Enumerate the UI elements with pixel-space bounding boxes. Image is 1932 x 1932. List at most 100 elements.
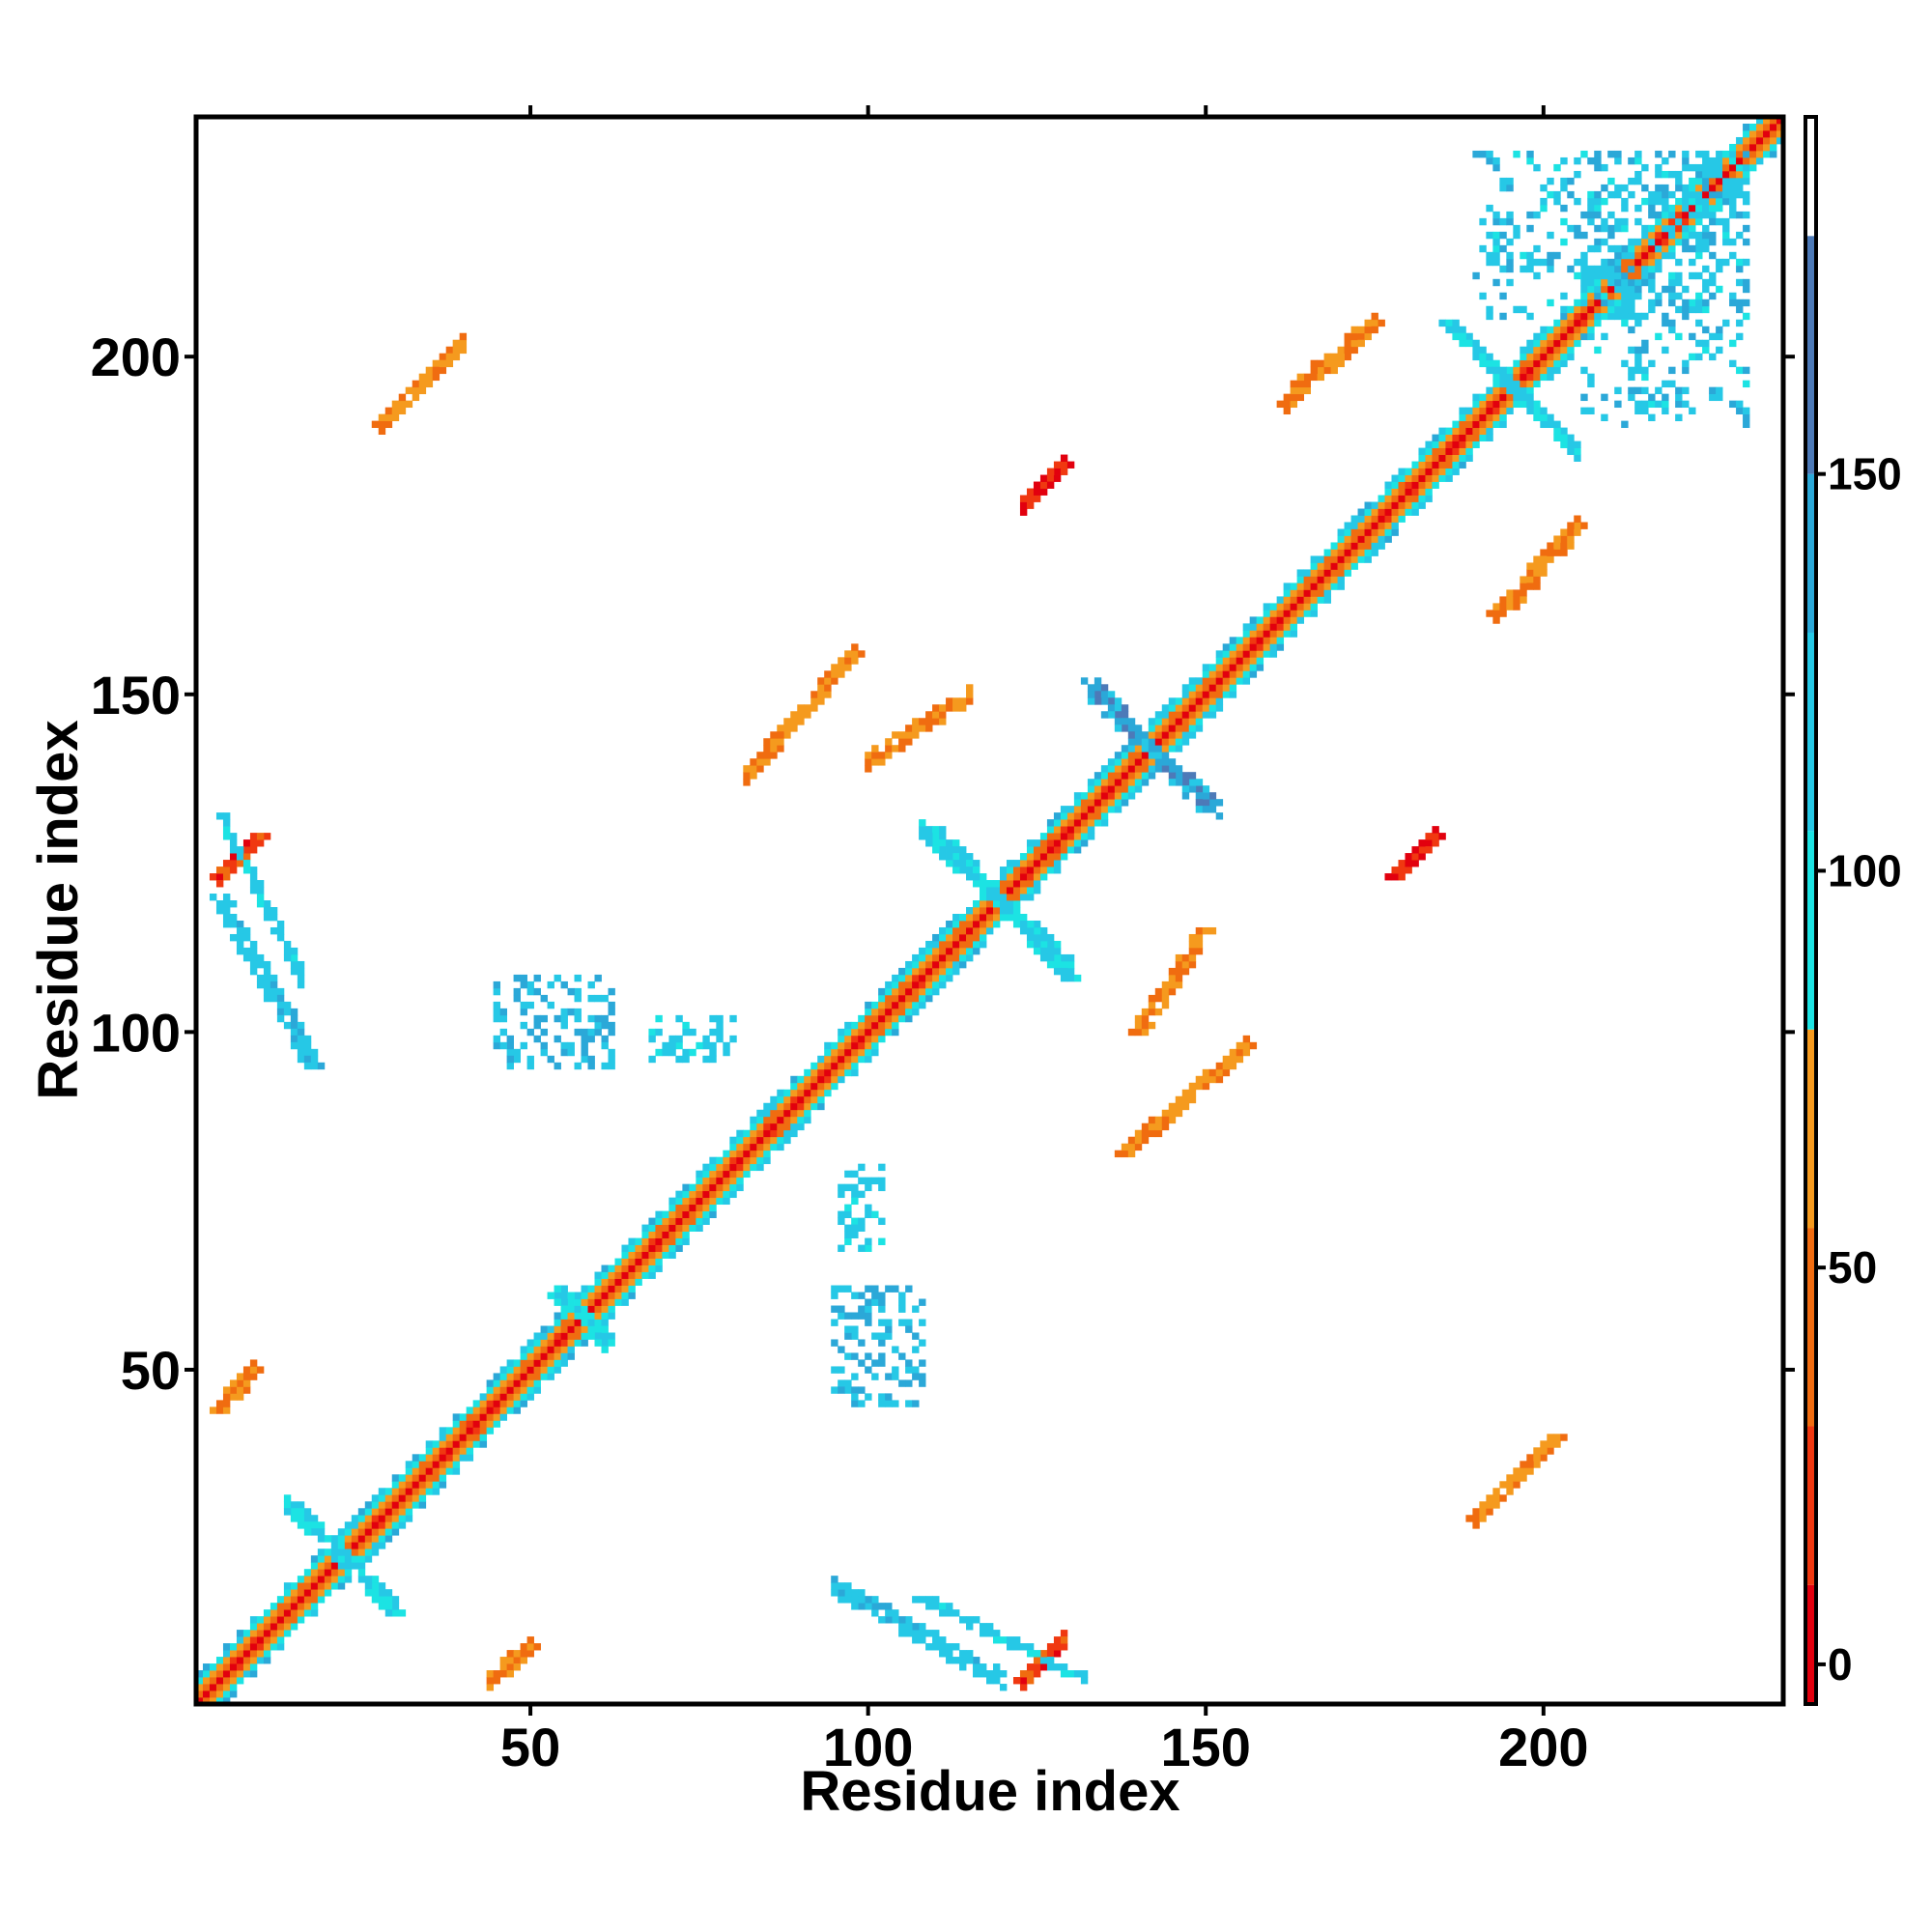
y-tick-label: 150 xyxy=(91,665,181,725)
heatmap-cell xyxy=(1675,177,1683,185)
heatmap-cell xyxy=(1729,400,1737,409)
heatmap-cell xyxy=(1195,779,1204,786)
heatmap-cell xyxy=(540,1346,548,1353)
heatmap-cell xyxy=(648,1055,656,1064)
heatmap-cell xyxy=(851,657,859,665)
heatmap-cell xyxy=(885,1008,893,1016)
heatmap-cell xyxy=(1662,224,1669,233)
heatmap-cell xyxy=(817,677,825,685)
heatmap-cell xyxy=(952,926,960,935)
heatmap-cell xyxy=(1317,359,1324,368)
heatmap-cell xyxy=(1594,204,1602,213)
heatmap-cell xyxy=(303,1569,312,1577)
heatmap-cell xyxy=(1418,468,1426,475)
heatmap-cell xyxy=(513,1373,521,1380)
heatmap-cell xyxy=(472,1434,481,1441)
heatmap-cell xyxy=(729,1177,737,1185)
heatmap-cell xyxy=(831,1292,838,1299)
heatmap-cell xyxy=(1492,278,1500,287)
heatmap-cell xyxy=(378,1589,386,1597)
heatmap-cell xyxy=(682,1021,690,1030)
heatmap-cell xyxy=(1641,231,1649,240)
heatmap-cell xyxy=(1107,799,1116,807)
heatmap-cell xyxy=(1499,393,1507,402)
heatmap-cell xyxy=(946,967,953,976)
heatmap-cell xyxy=(1580,150,1588,158)
heatmap-cell xyxy=(209,1677,217,1685)
heatmap-cell xyxy=(1168,987,1177,996)
heatmap-cell xyxy=(1587,190,1595,199)
heatmap-cell xyxy=(1242,670,1251,678)
heatmap-cell xyxy=(547,1325,554,1333)
heatmap-cell xyxy=(1702,278,1710,287)
heatmap-cell xyxy=(1195,697,1204,705)
heatmap-cell xyxy=(520,1373,527,1380)
heatmap-cell xyxy=(939,846,947,854)
heatmap-cell xyxy=(1675,278,1683,287)
heatmap-cell xyxy=(1134,779,1143,786)
heatmap-cell xyxy=(1452,434,1460,441)
heatmap-cell xyxy=(1601,217,1608,226)
heatmap-cell xyxy=(892,980,899,989)
heatmap-cell xyxy=(601,1339,609,1347)
heatmap-cell xyxy=(1033,933,1041,942)
heatmap-cell xyxy=(526,1373,534,1380)
heatmap-cell xyxy=(973,1657,980,1664)
heatmap-cell xyxy=(466,1454,474,1462)
heatmap-cell xyxy=(1662,393,1669,402)
heatmap-cell xyxy=(1094,684,1102,692)
heatmap-cell xyxy=(1141,765,1150,773)
heatmap-cell xyxy=(1141,1136,1150,1145)
heatmap-cell xyxy=(236,1643,244,1651)
heatmap-cell xyxy=(858,1224,866,1232)
heatmap-cell xyxy=(256,1630,265,1637)
heatmap-cell xyxy=(871,1014,879,1023)
heatmap-cell xyxy=(831,664,838,671)
heatmap-cell xyxy=(1317,562,1324,570)
heatmap-cell xyxy=(1114,718,1122,725)
heatmap-cell xyxy=(736,1136,744,1145)
heatmap-cell xyxy=(1614,244,1622,253)
heatmap-cell xyxy=(1121,724,1129,732)
heatmap-cell xyxy=(405,400,413,409)
heatmap-cell xyxy=(1350,346,1358,355)
heatmap-cell xyxy=(1492,211,1500,219)
heatmap-cell xyxy=(1513,393,1520,402)
heatmap-cell xyxy=(1479,1508,1487,1516)
heatmap-cell xyxy=(675,1210,683,1219)
heatmap-cell xyxy=(1398,495,1406,502)
heatmap-cell xyxy=(1208,704,1217,712)
heatmap-cell xyxy=(1662,400,1669,409)
heatmap-cell xyxy=(1574,156,1581,165)
heatmap-cell xyxy=(229,1684,238,1691)
heatmap-cell xyxy=(222,1650,231,1658)
heatmap-cell xyxy=(1492,616,1500,624)
heatmap-cell xyxy=(743,1156,751,1165)
heatmap-cell xyxy=(892,1008,899,1016)
heatmap-cell xyxy=(1236,664,1244,671)
heatmap-cell xyxy=(1141,1008,1150,1016)
heatmap-cell xyxy=(1208,697,1217,705)
heatmap-cell xyxy=(242,1650,251,1658)
heatmap-cell xyxy=(1019,1670,1028,1678)
heatmap-cell xyxy=(648,1251,656,1259)
heatmap-cell xyxy=(263,1616,271,1624)
heatmap-cell xyxy=(1026,1643,1035,1651)
heatmap-cell xyxy=(1540,359,1548,368)
heatmap-cell xyxy=(1256,616,1264,624)
heatmap-cell xyxy=(1094,772,1102,780)
heatmap-cell xyxy=(1486,258,1493,267)
heatmap-cell xyxy=(865,752,872,759)
heatmap-cell xyxy=(344,1542,353,1549)
heatmap-cell xyxy=(797,711,805,719)
heatmap-cell xyxy=(1553,339,1561,348)
heatmap-cell xyxy=(696,1217,703,1225)
heatmap-cell xyxy=(865,1305,872,1313)
heatmap-cell xyxy=(1357,508,1365,516)
heatmap-cell xyxy=(1465,434,1473,441)
heatmap-cell xyxy=(209,1663,217,1671)
heatmap-cell xyxy=(1513,359,1520,368)
heatmap-cell xyxy=(1621,319,1629,327)
heatmap-cell xyxy=(567,1325,575,1333)
heatmap-cell xyxy=(1736,170,1744,179)
